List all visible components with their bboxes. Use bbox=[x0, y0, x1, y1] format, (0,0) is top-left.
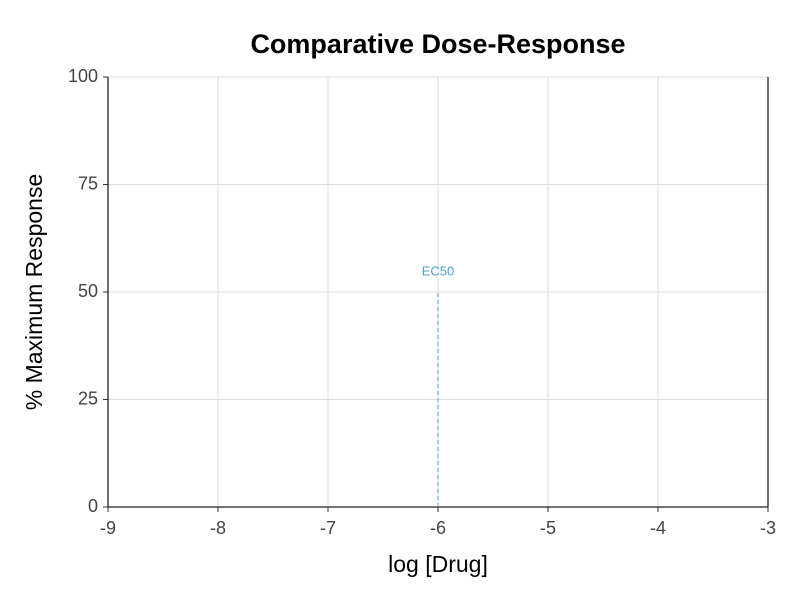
y-tick-label: 50 bbox=[78, 281, 98, 301]
y-tick-label: 75 bbox=[78, 173, 98, 193]
x-axis-label: log [Drug] bbox=[388, 551, 488, 577]
y-axis-label: % Maximum Response bbox=[21, 174, 47, 410]
chart-title: Comparative Dose-Response bbox=[250, 29, 625, 59]
x-tick-label: -6 bbox=[430, 518, 446, 538]
y-tick-label: 100 bbox=[68, 66, 98, 86]
y-tick-label: 0 bbox=[88, 496, 98, 516]
x-tick-label: -8 bbox=[210, 518, 226, 538]
annotation-label: EC50 bbox=[422, 263, 455, 278]
y-tick-label: 25 bbox=[78, 388, 98, 408]
x-tick-label: -7 bbox=[320, 518, 336, 538]
x-tick-label: -4 bbox=[650, 518, 666, 538]
x-tick-label: -3 bbox=[760, 518, 776, 538]
x-tick-label: -5 bbox=[540, 518, 556, 538]
x-tick-label: -9 bbox=[100, 518, 116, 538]
